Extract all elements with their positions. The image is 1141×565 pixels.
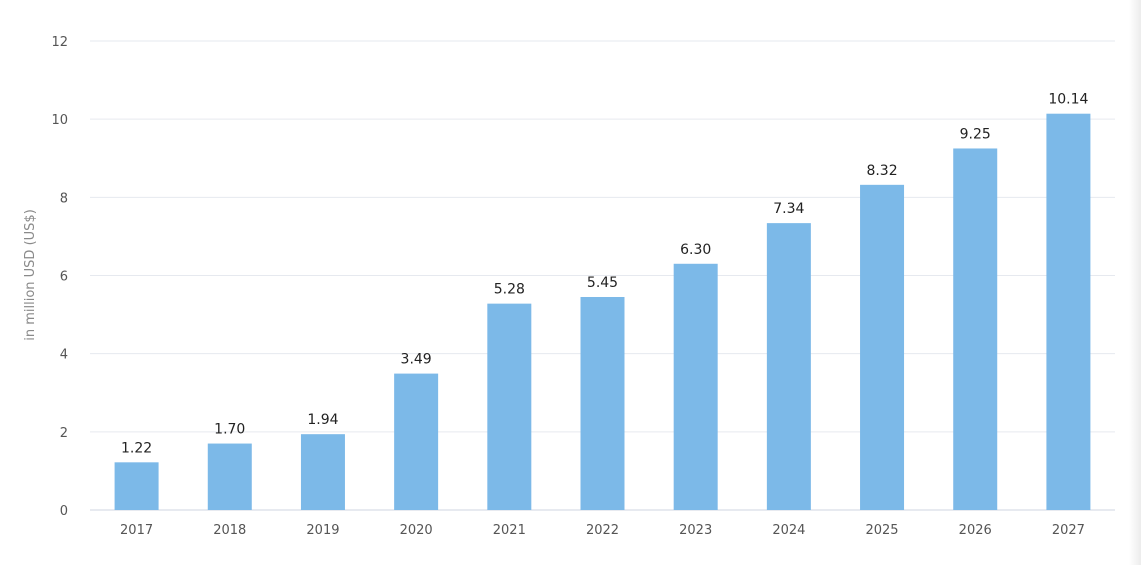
- data-label: 1.22: [121, 440, 152, 456]
- bar-2027[interactable]: [1046, 113, 1091, 510]
- data-label: 10.14: [1048, 92, 1088, 108]
- y-tick-label: 0: [60, 504, 68, 519]
- x-tick-label: 2027: [1052, 523, 1085, 538]
- data-label: 5.45: [587, 275, 618, 291]
- labels: 2017 1.22 2018 1.70 2019 1.94 2020 3.49 2021 5.28…: [120, 92, 1088, 538]
- bars: [114, 113, 1091, 510]
- bar-2018[interactable]: [207, 443, 252, 510]
- data-label: 6.30: [680, 242, 711, 258]
- y-tick-label: 12: [51, 35, 68, 50]
- x-tick-label: 2026: [959, 523, 992, 538]
- x-tick-label: 2022: [586, 523, 619, 538]
- right-edge-shade: [1129, 0, 1141, 565]
- bar-2021[interactable]: [487, 303, 532, 510]
- y-tick-label: 10: [51, 113, 68, 128]
- data-label: 1.94: [307, 412, 338, 428]
- x-tick-label: 2021: [493, 523, 526, 538]
- y-axis-label: in million USD (US$): [23, 209, 38, 341]
- bar-2019[interactable]: [300, 434, 345, 510]
- x-tick-label: 2020: [400, 523, 433, 538]
- x-tick-label: 2018: [213, 523, 246, 538]
- bar-2022[interactable]: [580, 296, 625, 510]
- data-label: 8.32: [866, 163, 897, 179]
- data-label: 9.25: [960, 126, 991, 142]
- data-label: 3.49: [401, 352, 432, 368]
- x-tick-label: 2023: [679, 523, 712, 538]
- data-label: 7.34: [773, 201, 804, 217]
- y-tick-label: 6: [60, 270, 68, 285]
- x-tick-label: 2024: [772, 523, 805, 538]
- data-label: 1.70: [214, 422, 245, 438]
- data-label: 5.28: [494, 282, 525, 298]
- bar-2023[interactable]: [673, 263, 718, 510]
- bar-2017[interactable]: [114, 462, 159, 510]
- x-tick-label: 2025: [865, 523, 898, 538]
- bar-2024[interactable]: [766, 223, 811, 510]
- y-tick-label: 4: [60, 348, 68, 363]
- y-tick-label: 8: [60, 191, 68, 206]
- y-tick-label: 2: [60, 426, 68, 441]
- bar-2025[interactable]: [860, 184, 905, 510]
- gridlines: [90, 40, 1115, 433]
- x-tick-label: 2019: [306, 523, 339, 538]
- bar-2020[interactable]: [394, 373, 439, 510]
- x-tick-label: 2017: [120, 523, 153, 538]
- bar-2026[interactable]: [953, 148, 998, 510]
